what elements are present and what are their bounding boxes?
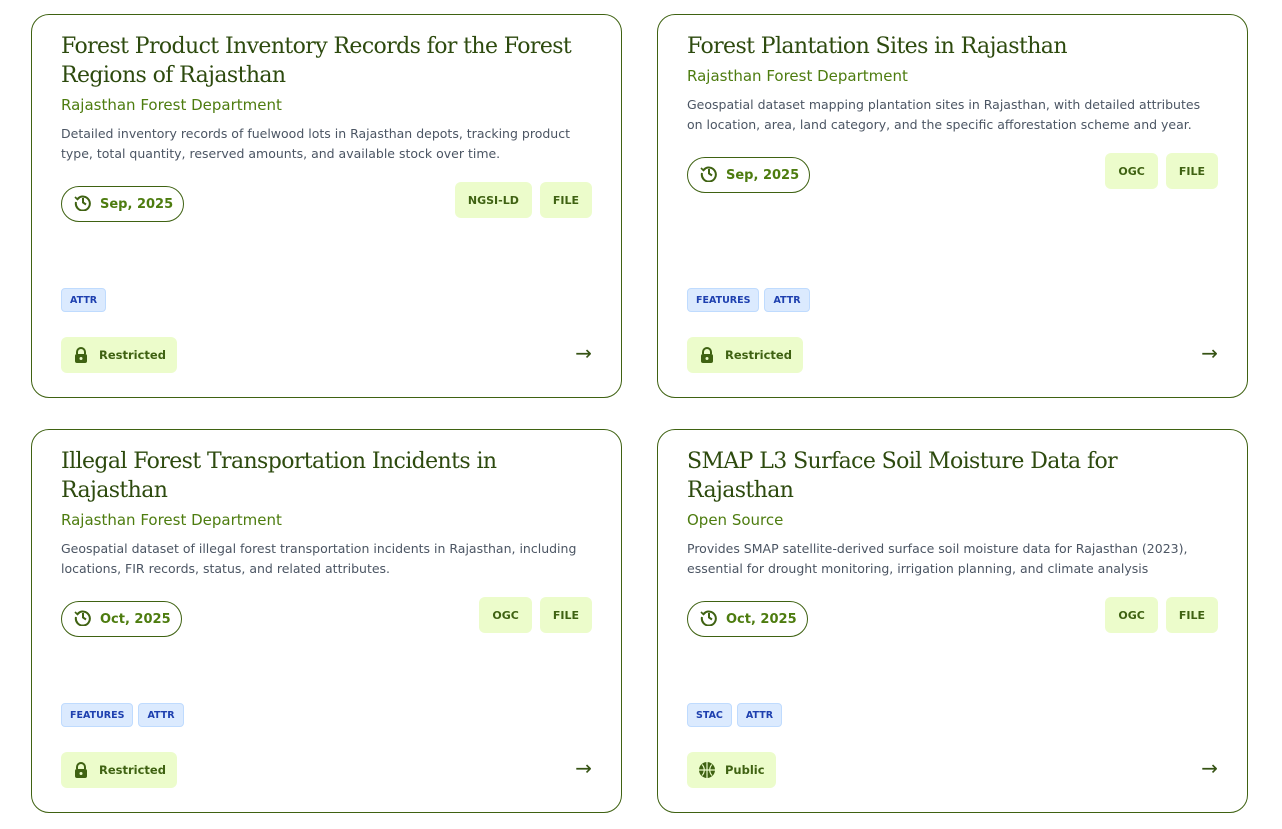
format-badge: FILE [1165, 153, 1218, 189]
card-organization: Open Source [687, 511, 784, 529]
dataset-card[interactable]: SMAP L3 Surface Soil Moisture Data for R… [657, 429, 1248, 813]
tag-badge: FEATURES [687, 288, 760, 312]
card-description: Provides SMAP satellite-derived surface … [687, 541, 1188, 576]
history-icon [700, 164, 718, 186]
dataset-card[interactable]: Forest Product Inventory Records for the… [31, 14, 622, 398]
history-icon [74, 608, 92, 630]
card-title[interactable]: SMAP L3 Surface Soil Moisture Data for R… [687, 449, 1118, 503]
card-title[interactable]: Forest Product Inventory Records for the… [61, 34, 572, 88]
format-badge: FILE [539, 182, 592, 218]
lock-icon [698, 346, 716, 364]
arrow-right-icon[interactable]: → [575, 756, 592, 780]
date-text: Sep, 2025 [726, 167, 800, 183]
tag-badge: FEATURES [61, 703, 134, 727]
arrow-right-icon[interactable]: → [1201, 341, 1218, 365]
date-text: Oct, 2025 [726, 611, 797, 627]
history-icon [700, 608, 718, 630]
dataset-card[interactable]: Illegal Forest Transportation Incidents … [31, 429, 622, 813]
history-icon [74, 193, 92, 215]
card-description: Geospatial dataset of illegal forest tra… [61, 541, 577, 576]
date-pill: Oct, 2025 [687, 601, 808, 637]
access-label: Restricted [725, 348, 792, 362]
date-text: Sep, 2025 [100, 196, 174, 212]
tag-badge: ATTR [736, 703, 783, 727]
tag-badge: ATTR [764, 288, 810, 312]
access-label: Restricted [99, 348, 166, 362]
access-label: Public [725, 763, 765, 777]
date-pill: Oct, 2025 [61, 601, 182, 637]
date-text: Oct, 2025 [100, 611, 171, 627]
tag-badge: ATTR [61, 288, 107, 312]
format-badge: NGSI-LD [454, 182, 532, 218]
date-pill: Sep, 2025 [687, 157, 811, 193]
globe-icon [698, 761, 716, 779]
format-badge: FILE [1165, 597, 1218, 633]
arrow-right-icon[interactable]: → [1201, 756, 1218, 780]
dataset-card[interactable]: Forest Plantation Sites in Rajasthan Raj… [657, 14, 1248, 398]
access-badge: Public [687, 752, 776, 788]
card-organization: Rajasthan Forest Department [61, 96, 282, 114]
lock-icon [72, 761, 90, 779]
card-title[interactable]: Illegal Forest Transportation Incidents … [61, 449, 497, 503]
card-description: Geospatial dataset mapping plantation si… [687, 97, 1201, 132]
access-label: Restricted [99, 763, 166, 777]
format-badge: OGC [479, 597, 532, 633]
tag-badge: STAC [687, 703, 732, 727]
card-organization: Rajasthan Forest Department [61, 511, 282, 529]
card-title[interactable]: Forest Plantation Sites in Rajasthan [687, 34, 1067, 59]
card-description: Detailed inventory records of fuelwood l… [61, 126, 570, 161]
access-badge: Restricted [61, 337, 177, 373]
format-badge: FILE [539, 597, 592, 633]
date-pill: Sep, 2025 [61, 186, 185, 222]
arrow-right-icon[interactable]: → [575, 341, 592, 365]
tag-badge: ATTR [138, 703, 184, 727]
lock-icon [72, 346, 90, 364]
access-badge: Restricted [687, 337, 803, 373]
card-organization: Rajasthan Forest Department [687, 67, 908, 85]
access-badge: Restricted [61, 752, 177, 788]
format-badge: OGC [1105, 153, 1158, 189]
format-badge: OGC [1105, 597, 1158, 633]
